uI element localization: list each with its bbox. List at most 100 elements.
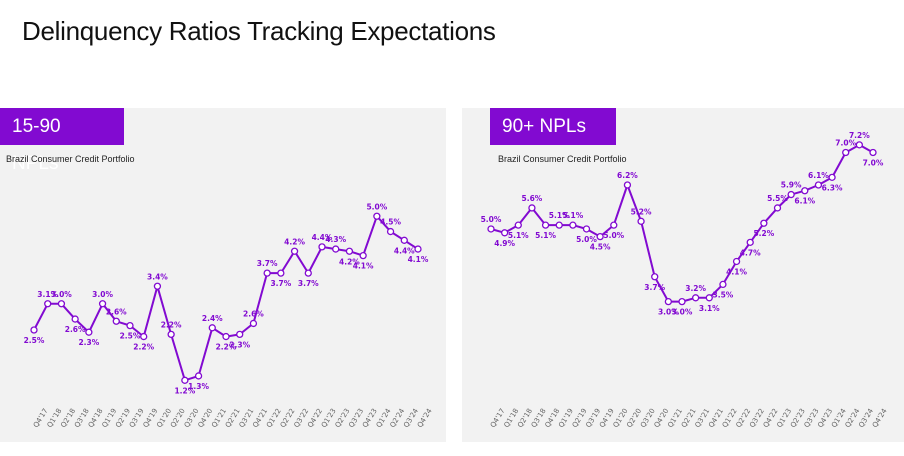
npl-15-90-panel: 15-90 NPLs Brazil Consumer Credit Portfo… xyxy=(0,108,446,442)
npl-15-90-point xyxy=(290,247,299,255)
npl-90-plus-data-label: 5.1% xyxy=(535,231,556,240)
npl-15-90-point xyxy=(345,247,354,255)
npl-15-90-data-label: 3.1% xyxy=(37,290,58,299)
npl-90-plus-data-label: 4.9% xyxy=(494,239,515,248)
npl-15-90-tag: 15-90 NPLs xyxy=(0,108,124,174)
npl-90-plus-data-label: 5.1% xyxy=(562,211,583,220)
npl-90-plus-data-label: 3.0% xyxy=(672,308,693,317)
npl-15-90-data-label: 4.2% xyxy=(339,257,360,266)
npl-15-90-subtitle: Brazil Consumer Credit Portfolio xyxy=(6,154,135,164)
npl-90-plus-data-label: 7.2% xyxy=(849,131,870,140)
npl-15-90-point xyxy=(194,372,203,380)
npl-90-plus-data-label: 5.0% xyxy=(576,235,597,244)
npl-90-plus-data-label: 7.0% xyxy=(835,139,856,148)
npl-15-90-point xyxy=(304,269,312,277)
npl-90-plus-point xyxy=(678,297,686,306)
npl-90-plus-point xyxy=(500,229,509,237)
npl-90-plus-point xyxy=(828,173,836,182)
npl-90-plus-point xyxy=(487,225,495,233)
npl-15-90-point xyxy=(318,243,326,251)
npl-90-plus-point xyxy=(732,257,741,266)
npl-15-90-data-label: 1.3% xyxy=(188,382,209,391)
npl-90-plus-point xyxy=(691,294,700,302)
npl-90-plus-data-label: 6.2% xyxy=(617,171,638,180)
npl-15-90-data-label: 2.3% xyxy=(78,338,99,347)
npl-90-plus-data-label: 7.0% xyxy=(863,159,884,168)
npl-15-90-data-label: 5.0% xyxy=(366,202,387,211)
npl-90-plus-point xyxy=(637,217,645,225)
npl-15-90-data-label: 2.5% xyxy=(24,336,45,345)
npl-15-90-data-label: 4.1% xyxy=(353,262,374,271)
npl-15-90-point xyxy=(236,330,244,339)
npl-15-90-data-label: 4.1% xyxy=(408,255,429,264)
npl-15-90-data-label: 2.2% xyxy=(161,320,182,329)
npl-15-90-point xyxy=(181,376,189,384)
npl-15-90-point xyxy=(126,321,134,330)
npl-15-90-point xyxy=(167,330,175,339)
npl-90-plus-data-label: 5.2% xyxy=(631,207,652,216)
npl-15-90-point xyxy=(57,300,66,308)
npl-90-plus-data-label: 3.2% xyxy=(685,284,706,293)
npl-15-90-data-label: 2.4% xyxy=(202,314,223,323)
npl-90-plus-data-label: 3.5% xyxy=(713,290,734,299)
npl-15-90-point xyxy=(359,251,367,260)
npl-15-90-data-label: 2.6% xyxy=(243,309,264,318)
npl-90-plus-data-label: 5.5% xyxy=(767,194,788,203)
npl-15-90-data-label: 3.7% xyxy=(257,259,278,268)
npl-90-plus-point xyxy=(814,181,823,189)
npl-15-90-point xyxy=(112,317,120,325)
npl-90-plus-point xyxy=(664,297,673,306)
npl-90-plus-point xyxy=(787,190,795,199)
npl-90-plus-point xyxy=(746,238,754,247)
npl-90-plus-data-label: 6.1% xyxy=(794,197,815,206)
npl-90-plus-data-label: 3.7% xyxy=(644,283,665,292)
npl-90-plus-point xyxy=(596,232,604,241)
npl-15-90-data-label: 3.0% xyxy=(51,290,72,299)
npl-90-plus-data-label: 4.5% xyxy=(590,243,611,252)
npl-15-90-data-label: 2.2% xyxy=(216,343,237,352)
npl-15-90-data-label: 2.3% xyxy=(229,340,250,349)
npl-90-plus-data-label: 3.0% xyxy=(658,308,679,317)
npl-15-90-data-label: 3.0% xyxy=(92,290,113,299)
npl-15-90-data-label: 4.2% xyxy=(284,237,305,246)
npl-15-90-data-label: 4.5% xyxy=(380,218,401,227)
npl-90-plus-data-label: 5.6% xyxy=(522,194,543,203)
npl-90-plus-point xyxy=(869,148,877,157)
npl-90-plus-data-label: 3.1% xyxy=(699,304,720,313)
npl-90-plus-tag: 90+ NPLs xyxy=(490,108,616,145)
npl-90-plus-data-label: 5.0% xyxy=(481,215,502,224)
npl-15-90-data-label: 4.4% xyxy=(394,246,415,255)
npl-90-plus-point xyxy=(528,204,536,212)
npl-15-90-point xyxy=(414,245,422,253)
npl-90-plus-point xyxy=(801,187,809,195)
npl-15-90-data-label: 2.6% xyxy=(65,325,86,334)
npl-90-plus-point xyxy=(541,221,550,229)
npl-90-plus-point xyxy=(514,221,522,229)
npl-15-90-point xyxy=(277,269,285,277)
npl-90-plus-point xyxy=(719,280,727,289)
npl-90-plus-tick-label: Q4'24 xyxy=(871,407,889,429)
npl-90-plus-point xyxy=(555,221,563,229)
npl-90-plus-subtitle: Brazil Consumer Credit Portfolio xyxy=(498,154,627,164)
npl-15-90-point xyxy=(44,300,52,308)
npl-15-90-point xyxy=(71,315,79,323)
page-title: Delinquency Ratios Tracking Expectations xyxy=(22,16,496,46)
npl-15-90-data-label: 1.2% xyxy=(174,386,195,395)
npl-15-90-point xyxy=(98,300,107,308)
npl-90-plus-point xyxy=(705,294,713,302)
npl-90-plus-data-label: 5.9% xyxy=(781,181,802,190)
npl-15-90-data-label: 2.2% xyxy=(133,343,154,352)
npl-90-plus-data-label: 5.2% xyxy=(753,229,774,238)
npl-15-90-point xyxy=(373,212,381,220)
npl-90-plus-panel: 90+ NPLs Brazil Consumer Credit Portfoli… xyxy=(462,108,904,442)
npl-15-90-data-label: 2.6% xyxy=(106,307,127,316)
npl-15-90-point xyxy=(332,245,340,253)
npl-90-plus-data-label: 6.3% xyxy=(822,183,843,192)
npl-15-90-data-label: 2.5% xyxy=(120,332,141,341)
npl-90-plus-point xyxy=(651,273,659,281)
npl-15-90-point xyxy=(263,269,271,277)
npl-15-90-point xyxy=(85,328,93,336)
npl-90-plus-data-label: 5.1% xyxy=(549,211,570,220)
